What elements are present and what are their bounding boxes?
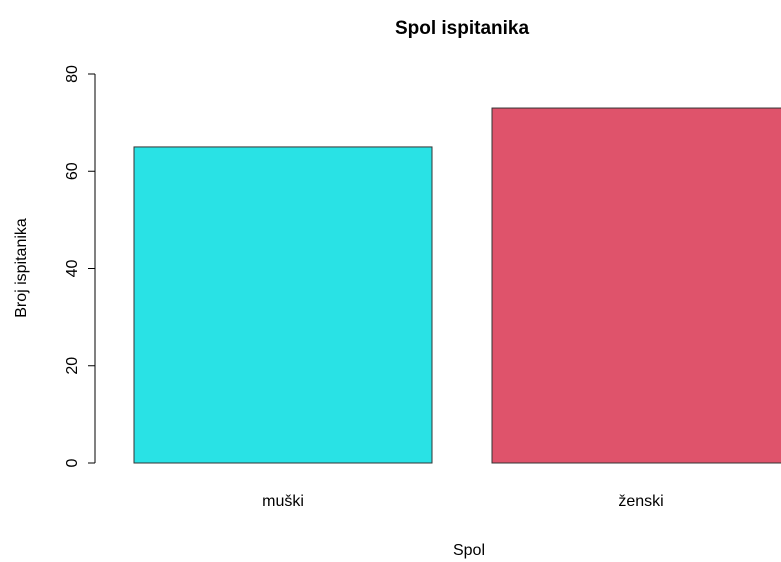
y-axis-label: Broj ispitanika — [13, 218, 30, 318]
x-tick-label: muški — [262, 493, 304, 510]
y-tick-label: 80 — [64, 65, 81, 83]
chart-title: Spol ispitanika — [395, 18, 530, 39]
y-tick-label: 0 — [64, 458, 81, 467]
y-tick-label: 40 — [64, 260, 81, 278]
y-tick-label: 20 — [64, 357, 81, 375]
x-tick-label: ženski — [618, 493, 663, 510]
x-axis-label: Spol — [453, 542, 485, 559]
y-tick-label: 60 — [64, 162, 81, 180]
bar — [133, 146, 433, 464]
bar — [491, 107, 781, 464]
